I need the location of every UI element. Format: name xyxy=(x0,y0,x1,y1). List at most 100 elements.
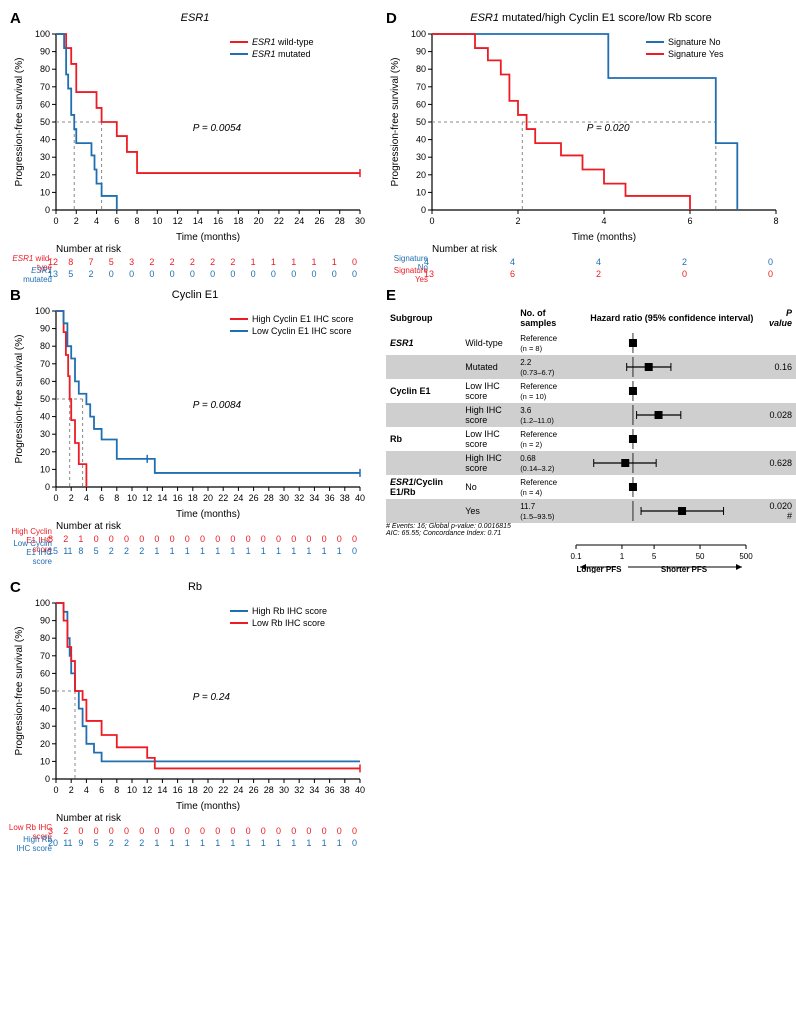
svg-text:40: 40 xyxy=(40,135,50,145)
svg-text:50: 50 xyxy=(696,552,705,561)
svg-text:Low Rb IHC score: Low Rb IHC score xyxy=(252,618,325,628)
svg-text:20: 20 xyxy=(254,216,264,226)
svg-text:18: 18 xyxy=(188,785,198,795)
svg-text:Time (months): Time (months) xyxy=(572,232,636,243)
svg-text:12: 12 xyxy=(142,785,152,795)
svg-text:Time (months): Time (months) xyxy=(176,232,240,243)
svg-text:4: 4 xyxy=(84,785,89,795)
svg-text:18: 18 xyxy=(233,216,243,226)
svg-text:90: 90 xyxy=(416,47,426,57)
svg-text:6: 6 xyxy=(99,785,104,795)
svg-text:70: 70 xyxy=(40,651,50,661)
svg-text:10: 10 xyxy=(40,756,50,766)
svg-text:ESR1 mutated: ESR1 mutated xyxy=(252,49,311,59)
svg-text:30: 30 xyxy=(40,152,50,162)
panel-d-title: ESR1 mutated/high Cyclin E1 score/low Rb… xyxy=(386,12,796,24)
svg-text:40: 40 xyxy=(355,785,365,795)
svg-text:70: 70 xyxy=(416,82,426,92)
panel-c-risk-table: Low Rb IHC score320000000000000000000Hig… xyxy=(56,826,380,850)
svg-text:60: 60 xyxy=(40,668,50,678)
svg-text:0: 0 xyxy=(45,774,50,784)
svg-text:80: 80 xyxy=(40,341,50,351)
svg-text:30: 30 xyxy=(279,493,289,503)
svg-text:Progression-free survival (%): Progression-free survival (%) xyxy=(14,627,25,756)
panel-b-chart: 0102030405060708090100024681012141618202… xyxy=(10,301,370,521)
panel-a: A ESR1 010203040506070809010002468101214… xyxy=(10,10,380,281)
svg-text:22: 22 xyxy=(218,493,228,503)
panel-e: E SubgroupNo. of samplesHazard ratio (95… xyxy=(386,287,796,573)
svg-text:100: 100 xyxy=(411,29,426,39)
svg-text:500: 500 xyxy=(739,552,753,561)
svg-text:30: 30 xyxy=(279,785,289,795)
svg-text:60: 60 xyxy=(40,99,50,109)
svg-text:Shorter PFS: Shorter PFS xyxy=(661,565,708,573)
svg-text:28: 28 xyxy=(335,216,345,226)
svg-text:12: 12 xyxy=(142,493,152,503)
svg-text:0: 0 xyxy=(45,205,50,215)
svg-text:P = 0.0054: P = 0.0054 xyxy=(193,123,242,134)
panel-d-chart: 010203040506070809010002468Time (months)… xyxy=(386,24,786,244)
svg-text:0.1: 0.1 xyxy=(570,552,582,561)
svg-text:80: 80 xyxy=(40,633,50,643)
svg-text:High Cyclin E1 IHC score: High Cyclin E1 IHC score xyxy=(252,314,354,324)
svg-text:18: 18 xyxy=(188,493,198,503)
svg-text:Signature Yes: Signature Yes xyxy=(668,49,724,59)
panel-c-label: C xyxy=(10,579,21,596)
svg-text:0: 0 xyxy=(429,216,434,226)
svg-text:4: 4 xyxy=(94,216,99,226)
svg-text:8: 8 xyxy=(114,785,119,795)
svg-text:50: 50 xyxy=(40,117,50,127)
svg-text:8: 8 xyxy=(114,493,119,503)
svg-text:26: 26 xyxy=(314,216,324,226)
panel-c-chart: 0102030405060708090100024681012141618202… xyxy=(10,593,370,813)
panel-d-risk-title: Number at risk xyxy=(432,244,796,255)
svg-text:0: 0 xyxy=(53,493,58,503)
panel-a-chart: 0102030405060708090100024681012141618202… xyxy=(10,24,370,244)
svg-text:10: 10 xyxy=(152,216,162,226)
svg-text:0: 0 xyxy=(421,205,426,215)
svg-text:Time (months): Time (months) xyxy=(176,509,240,520)
svg-text:60: 60 xyxy=(416,99,426,109)
panel-a-risk-title: Number at risk xyxy=(56,244,380,255)
svg-text:ESR1 wild-type: ESR1 wild-type xyxy=(252,37,314,47)
svg-text:30: 30 xyxy=(416,152,426,162)
svg-text:6: 6 xyxy=(687,216,692,226)
svg-text:24: 24 xyxy=(233,785,243,795)
panel-c-risk-title: Number at risk xyxy=(56,813,380,824)
svg-text:2: 2 xyxy=(515,216,520,226)
svg-text:10: 10 xyxy=(40,187,50,197)
panel-c: C Rb 01020304050607080901000246810121416… xyxy=(10,579,380,850)
svg-text:38: 38 xyxy=(340,785,350,795)
svg-text:14: 14 xyxy=(157,785,167,795)
svg-text:24: 24 xyxy=(294,216,304,226)
panel-b-label: B xyxy=(10,287,21,304)
svg-text:12: 12 xyxy=(173,216,183,226)
svg-text:10: 10 xyxy=(127,785,137,795)
panel-e-forest: SubgroupNo. of samplesHazard ratio (95% … xyxy=(386,305,796,573)
svg-text:Longer PFS: Longer PFS xyxy=(577,565,623,573)
svg-text:70: 70 xyxy=(40,359,50,369)
panel-d: D ESR1 mutated/high Cyclin E1 score/low … xyxy=(386,10,796,281)
svg-text:P = 0.24: P = 0.24 xyxy=(193,692,231,703)
svg-text:50: 50 xyxy=(416,117,426,127)
svg-text:90: 90 xyxy=(40,616,50,626)
svg-text:100: 100 xyxy=(35,598,50,608)
svg-text:14: 14 xyxy=(193,216,203,226)
svg-text:40: 40 xyxy=(40,704,50,714)
svg-text:0: 0 xyxy=(53,216,58,226)
svg-text:20: 20 xyxy=(40,447,50,457)
svg-text:100: 100 xyxy=(35,29,50,39)
svg-text:16: 16 xyxy=(173,493,183,503)
svg-text:40: 40 xyxy=(355,493,365,503)
svg-text:20: 20 xyxy=(203,493,213,503)
svg-text:26: 26 xyxy=(249,493,259,503)
svg-text:34: 34 xyxy=(309,493,319,503)
svg-text:6: 6 xyxy=(114,216,119,226)
svg-text:Progression-free survival (%): Progression-free survival (%) xyxy=(14,58,25,187)
svg-text:80: 80 xyxy=(40,64,50,74)
svg-text:40: 40 xyxy=(40,412,50,422)
figure-grid: A ESR1 010203040506070809010002468101214… xyxy=(10,10,786,850)
svg-text:24: 24 xyxy=(233,493,243,503)
svg-text:Low Cyclin E1 IHC score: Low Cyclin E1 IHC score xyxy=(252,326,352,336)
svg-text:22: 22 xyxy=(274,216,284,226)
